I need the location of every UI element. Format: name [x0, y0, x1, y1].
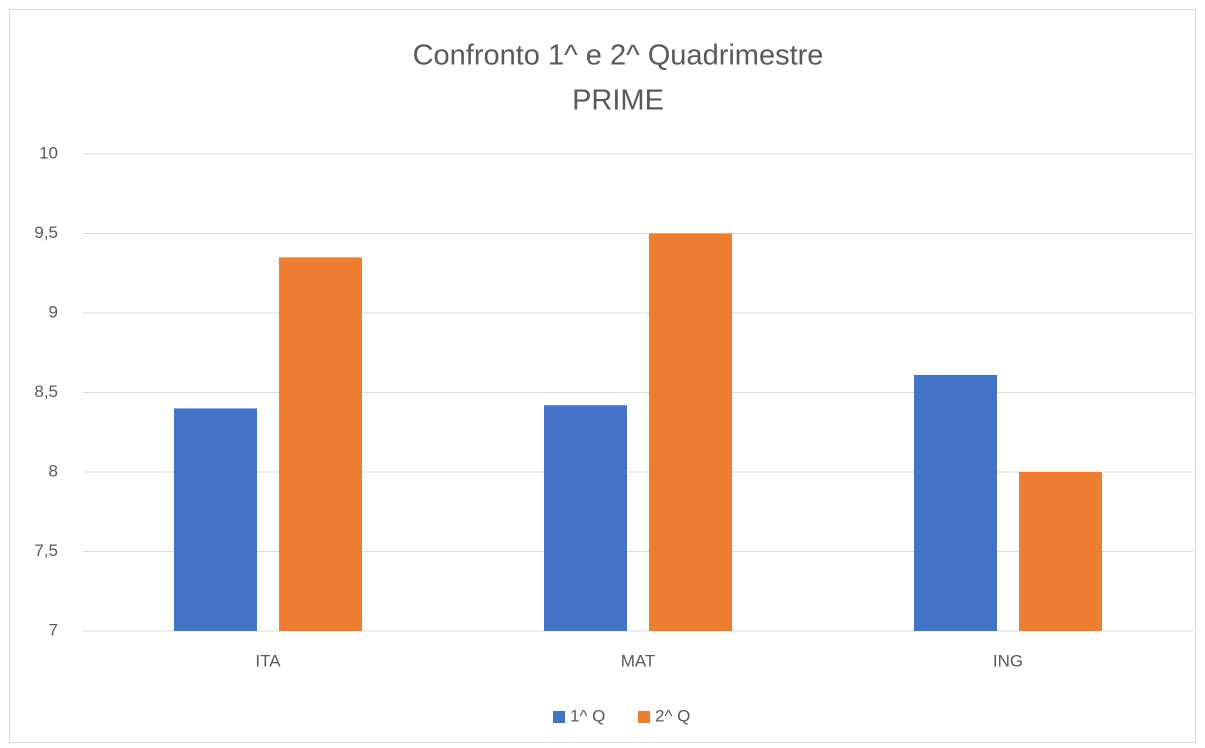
chart-subtitle: PRIME — [572, 85, 664, 117]
chart-title: Confronto 1^ e 2^ Quadrimestre — [413, 40, 824, 72]
bar — [914, 375, 997, 631]
y-tick-label: 7,5 — [34, 541, 58, 560]
chart-frame — [9, 9, 1196, 743]
y-tick-label: 7 — [49, 620, 58, 639]
y-tick-label: 9,5 — [34, 223, 58, 242]
legend-swatch — [553, 711, 565, 723]
x-tick-label: ING — [993, 651, 1023, 670]
y-tick-label: 8 — [49, 461, 58, 480]
legend-swatch — [638, 711, 650, 723]
bar — [279, 257, 362, 631]
bar — [544, 405, 627, 631]
bar — [1019, 472, 1102, 631]
x-tick-label: MAT — [621, 651, 656, 670]
y-tick-label: 10 — [39, 143, 58, 162]
x-tick-label: ITA — [255, 651, 281, 670]
bar — [649, 233, 732, 631]
y-tick-label: 9 — [49, 302, 58, 321]
bar — [174, 408, 257, 631]
y-tick-label: 8,5 — [34, 382, 58, 401]
legend-label: 2^ Q — [655, 706, 690, 725]
legend-label: 1^ Q — [570, 706, 605, 725]
